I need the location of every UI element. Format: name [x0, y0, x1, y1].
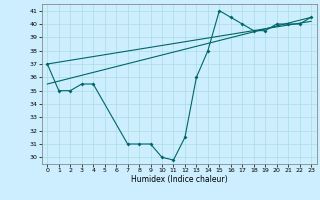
- X-axis label: Humidex (Indice chaleur): Humidex (Indice chaleur): [131, 175, 228, 184]
